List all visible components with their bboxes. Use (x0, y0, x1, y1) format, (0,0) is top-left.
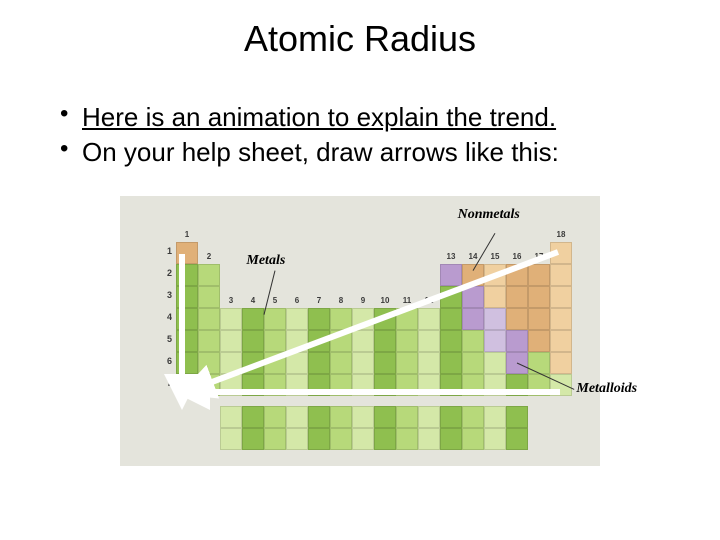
list-item: Here is an animation to explain the tren… (60, 102, 720, 133)
bullet-text: On your help sheet, draw arrows like thi… (82, 137, 559, 167)
page-title: Atomic Radius (0, 0, 720, 60)
leader-lines (120, 196, 600, 466)
periodic-table-diagram: 1234567891011121314151617181234567Metals… (120, 196, 600, 466)
bullet-list: Here is an animation to explain the tren… (0, 102, 720, 168)
list-item: On your help sheet, draw arrows like thi… (60, 137, 720, 168)
animation-link[interactable]: Here is an animation to explain the tren… (82, 102, 556, 132)
